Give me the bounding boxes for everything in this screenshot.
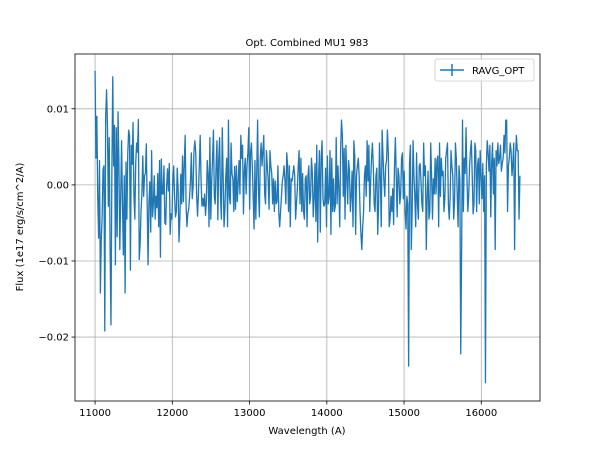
- x-tick-label: 16000: [465, 408, 497, 419]
- y-tick-label: 0.01: [47, 104, 69, 115]
- legend-box: [434, 58, 535, 82]
- x-tick-label: 13000: [234, 408, 266, 419]
- x-axis-ticks: 11000 12000 13000 14000 15000 16000: [79, 401, 497, 419]
- legend-label: RAVG_OPT: [472, 66, 525, 77]
- y-tick-label: −0.01: [38, 256, 69, 267]
- y-tick-label: 0.00: [47, 180, 69, 191]
- x-tick-label: 14000: [311, 408, 343, 419]
- plot-frame: [74, 53, 541, 402]
- series-line-ravg-opt: [94, 70, 521, 384]
- series-layer: [94, 70, 521, 384]
- x-axis-title: Wavelength (A): [268, 426, 345, 437]
- y-tick-label: −0.02: [38, 333, 69, 344]
- y-axis-title: Flux (1e17 erg/s/cm^2/A): [15, 163, 26, 292]
- legend: RAVG_OPT: [434, 58, 535, 82]
- chart-title: Opt. Combined MU1 983: [245, 38, 368, 49]
- x-tick-label: 11000: [79, 408, 111, 419]
- y-axis-ticks: 0.01 0.00 −0.01 −0.02: [38, 104, 75, 344]
- x-tick-label: 12000: [156, 408, 188, 419]
- x-tick-label: 15000: [388, 408, 420, 419]
